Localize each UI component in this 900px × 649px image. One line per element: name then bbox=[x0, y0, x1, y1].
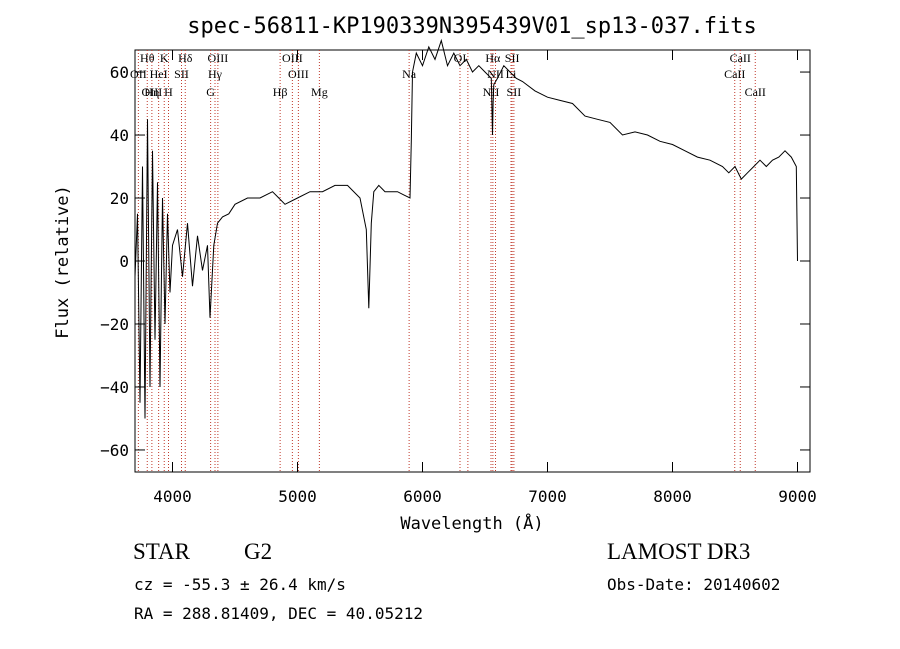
object-class: STAR bbox=[133, 539, 190, 564]
line-annotation: K bbox=[160, 51, 169, 65]
spectrum-line bbox=[134, 38, 798, 419]
x-tick-label: 9000 bbox=[778, 487, 817, 506]
line-annotation: G bbox=[206, 85, 215, 99]
y-tick-label: 40 bbox=[110, 126, 129, 145]
line-annotation: SII bbox=[505, 51, 520, 65]
y-tick-label: −20 bbox=[100, 315, 129, 334]
line-annotation: SII bbox=[174, 67, 189, 81]
line-annotation: OI bbox=[454, 51, 467, 65]
line-annotation: OII bbox=[130, 67, 147, 81]
observation-date: Obs-Date: 20140602 bbox=[607, 575, 781, 594]
line-annotations: Hθ K Hδ OIII OIII OI Hα SII CaII OII HeI SII Hγ OIII N… bbox=[130, 51, 766, 99]
line-annotation: OIII bbox=[142, 85, 163, 99]
x-tick-label: 5000 bbox=[278, 487, 317, 506]
coordinates: RA = 288.81409, DEC = 40.05212 bbox=[134, 604, 423, 623]
line-annotation: Hβ bbox=[273, 85, 288, 99]
x-tick-label: 8000 bbox=[653, 487, 692, 506]
y-axis-label: Flux (relative) bbox=[53, 185, 73, 339]
line-annotation: Hθ bbox=[140, 51, 155, 65]
x-tick-label: 4000 bbox=[153, 487, 192, 506]
line-annotation: CaII bbox=[724, 67, 745, 81]
line-annotation: HeI bbox=[150, 67, 168, 81]
line-annotation: OIII bbox=[288, 67, 309, 81]
x-axis-label: Wavelength (Å) bbox=[400, 512, 543, 534]
line-annotation: SII bbox=[507, 85, 522, 99]
line-annotation: CaII bbox=[730, 51, 751, 65]
line-annotation: CaII bbox=[745, 85, 766, 99]
line-annotation: Hη bbox=[144, 85, 159, 99]
y-tick-label: 0 bbox=[119, 252, 129, 271]
y-tick-label: −60 bbox=[100, 441, 129, 460]
x-tick-label: 6000 bbox=[403, 487, 442, 506]
y-tick-label: 20 bbox=[110, 189, 129, 208]
survey-name: LAMOST DR3 bbox=[607, 539, 751, 564]
line-annotation: Hγ bbox=[208, 67, 223, 81]
line-annotation: OIII bbox=[208, 51, 229, 65]
line-annotation: Hδ bbox=[178, 51, 193, 65]
x-axis-ticks: 4000 5000 6000 7000 8000 9000 bbox=[153, 50, 817, 506]
line-annotation: NII bbox=[487, 67, 504, 81]
line-annotation: OIII bbox=[282, 51, 303, 65]
chart-title: spec-56811-KP190339N395439V01_sp13-037.f… bbox=[187, 14, 757, 39]
line-annotation: Hα bbox=[485, 51, 501, 65]
y-tick-label: −40 bbox=[100, 378, 129, 397]
line-annotation: H bbox=[164, 85, 173, 99]
plot-frame bbox=[134, 49, 811, 473]
object-subclass: G2 bbox=[244, 539, 273, 564]
y-axis-ticks: −60 −40 −20 0 20 40 60 bbox=[100, 63, 810, 460]
y-tick-label: 60 bbox=[110, 63, 129, 82]
line-annotation: Mg bbox=[311, 85, 328, 99]
redshift-cz: cz = -55.3 ± 26.4 km/s bbox=[134, 575, 346, 594]
spectral-line-markers bbox=[137, 50, 756, 472]
line-annotation: NII bbox=[483, 85, 500, 99]
x-tick-label: 7000 bbox=[528, 487, 567, 506]
line-annotation: Na bbox=[402, 67, 417, 81]
